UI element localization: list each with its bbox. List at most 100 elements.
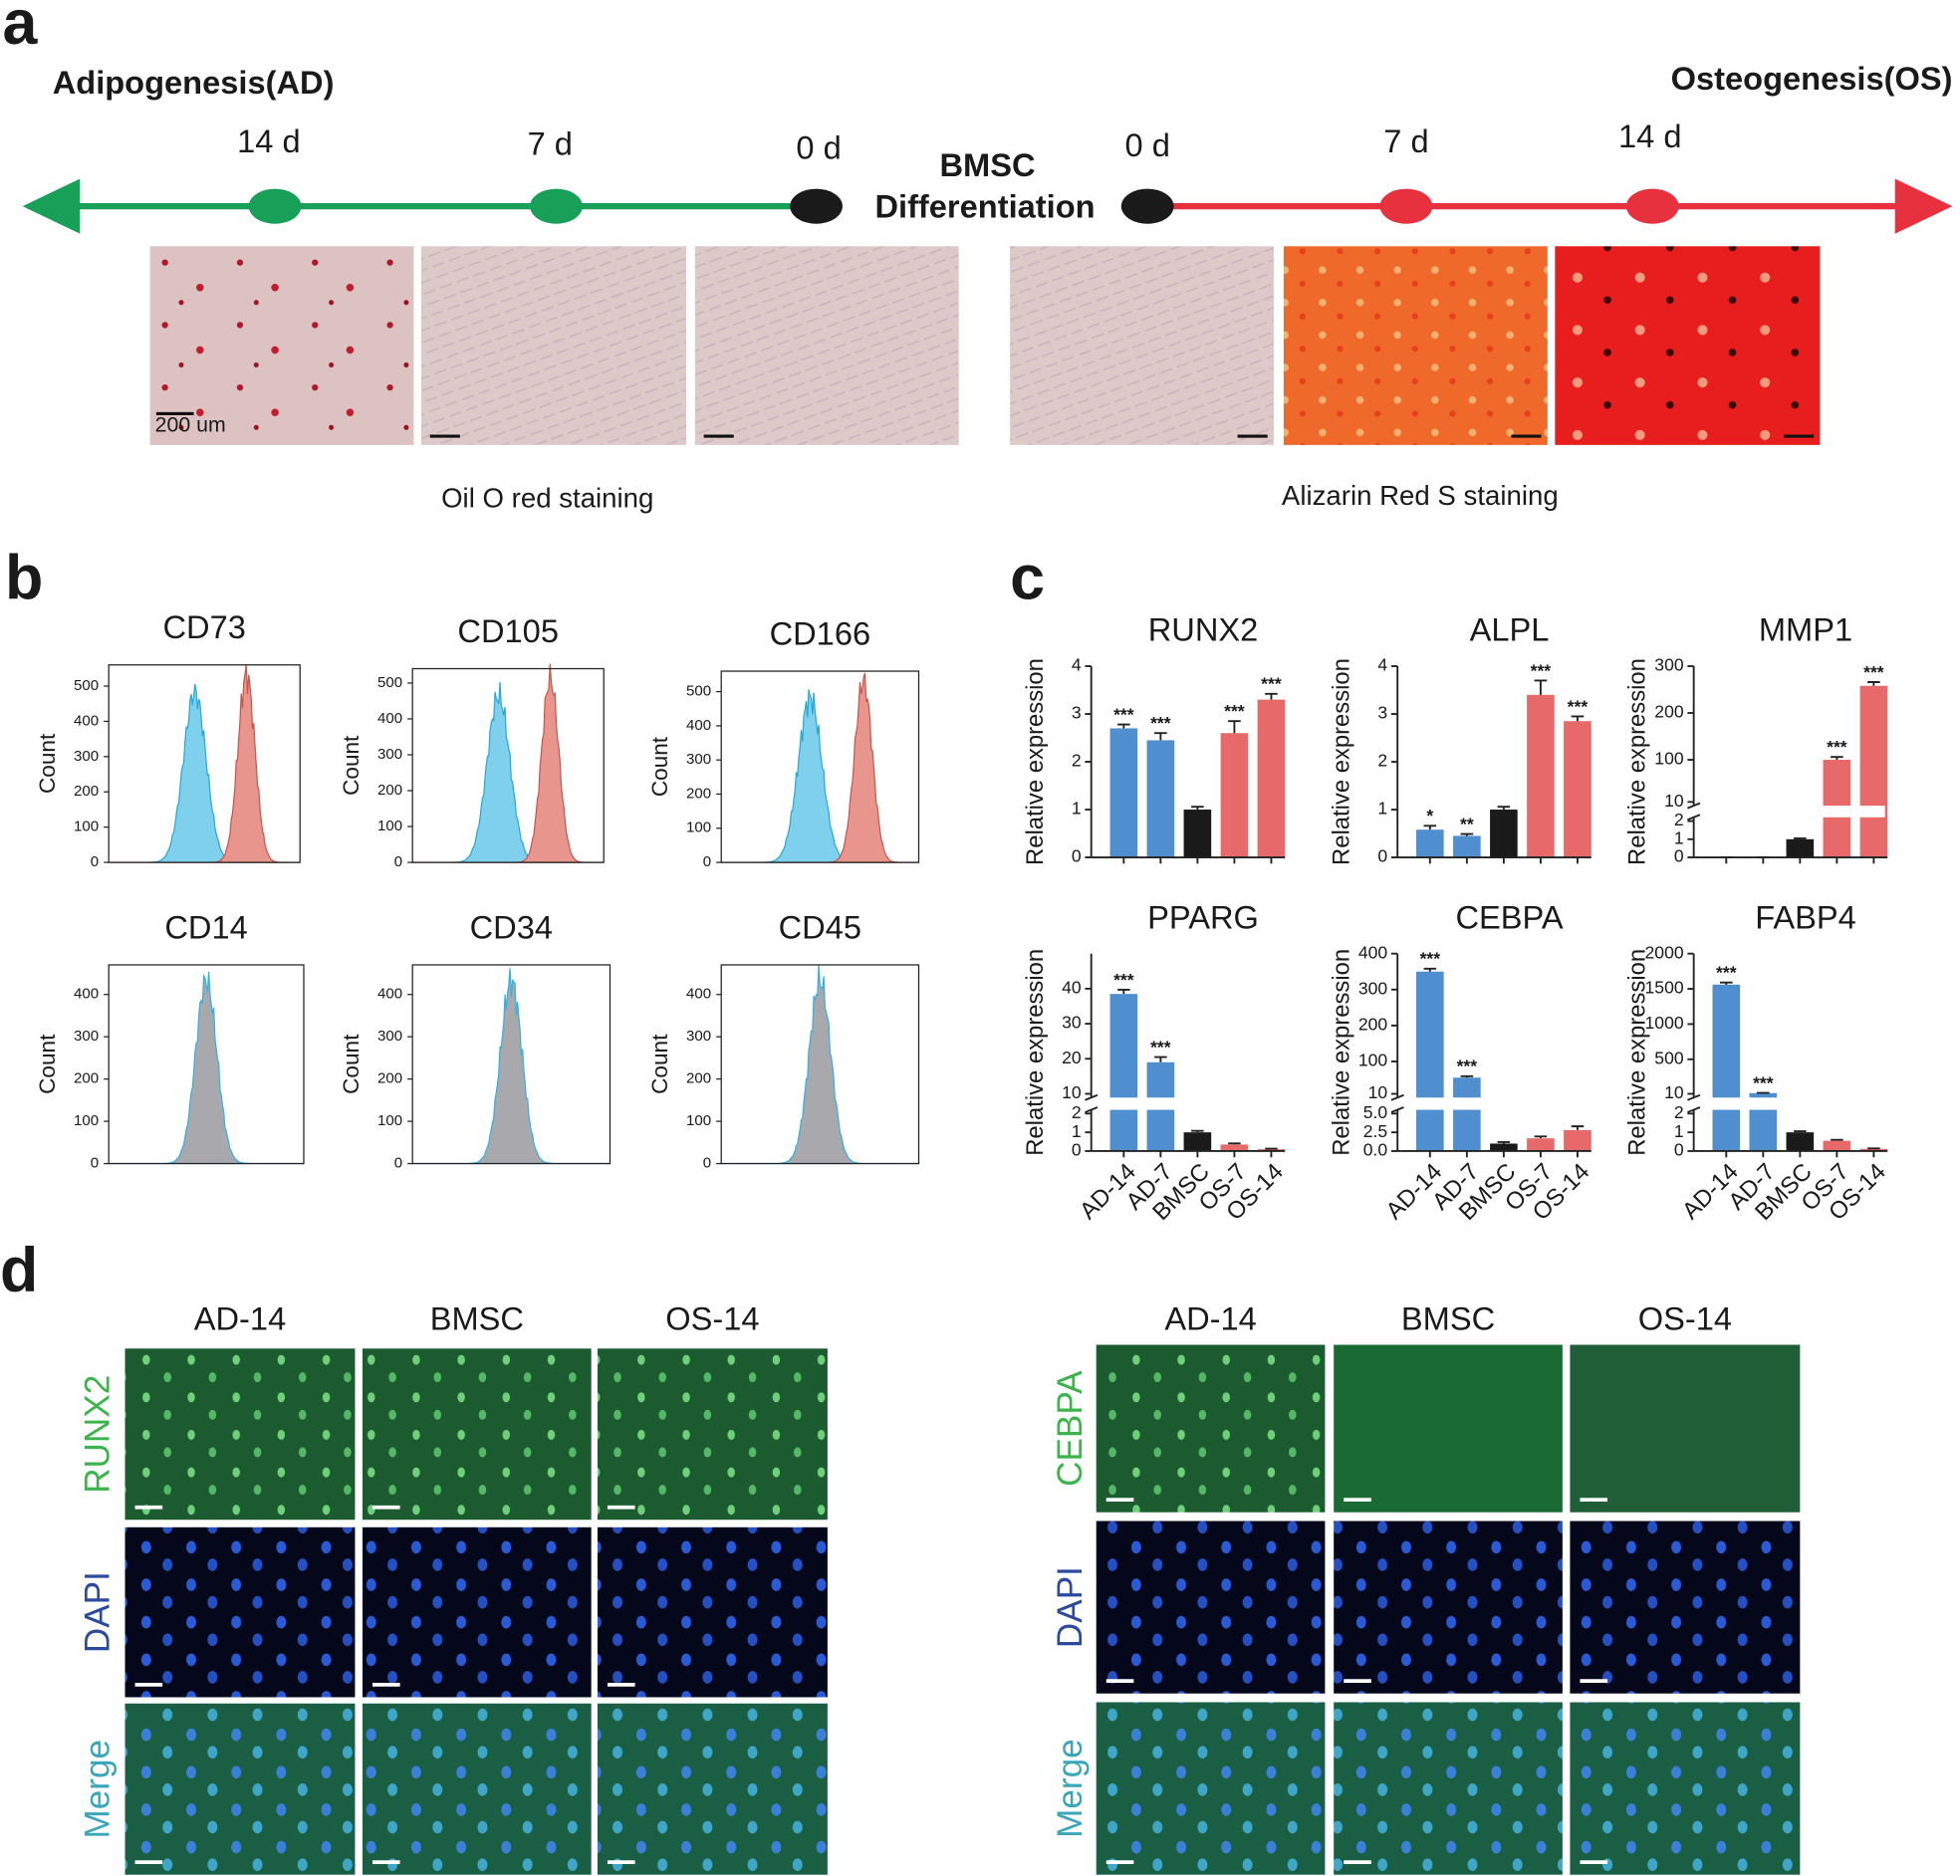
micrograph [1570, 1521, 1801, 1694]
y-tick-label: 1 [1674, 1121, 1684, 1141]
day-label: 14 d [237, 122, 301, 159]
error-bar [1794, 1130, 1807, 1133]
significance: *** [1224, 701, 1245, 721]
y-tick-label: 2.5 [1363, 1121, 1388, 1141]
caption: Oil O red staining [441, 482, 653, 513]
micrograph [1334, 1702, 1563, 1875]
significance: *** [1113, 970, 1134, 990]
y-tick-label: 100 [377, 818, 402, 834]
row-label: Merge [79, 1740, 118, 1839]
plot-title: CD45 [779, 908, 861, 945]
y-tick-label: 200 [686, 1070, 711, 1087]
y-tick-label: 5.0 [1363, 1102, 1388, 1122]
y-tick-label: 1 [1072, 799, 1082, 819]
error-bar [1867, 681, 1880, 686]
micrograph [1096, 1702, 1326, 1875]
plot-frame [720, 670, 920, 863]
y-tick-label: 0 [1072, 1140, 1082, 1160]
y-axis-label: Relative expression [1624, 949, 1651, 1156]
bar [1220, 1144, 1249, 1151]
significance: *** [1150, 1037, 1171, 1056]
significance: *** [1568, 696, 1589, 716]
y-tick-label: 200 [1654, 702, 1684, 722]
day-label: 0 d [1125, 126, 1170, 163]
y-tick-label: 40 [1062, 978, 1082, 998]
y-axis-label: Relative expression [1022, 658, 1049, 865]
y-tick-label: 400 [74, 712, 99, 729]
y-tick-label: 0 [1072, 846, 1082, 866]
bar [1109, 728, 1138, 858]
error-bar [1154, 1055, 1167, 1062]
bar [1527, 694, 1555, 858]
significance: * [1426, 806, 1433, 825]
y-axis-label: Count [647, 736, 672, 797]
y-tick-label: 400 [377, 710, 402, 727]
row-label: DAPI [79, 1571, 118, 1653]
bar [1712, 984, 1741, 1151]
y-tick-label: 100 [686, 1112, 711, 1129]
significance: *** [1827, 737, 1847, 757]
y-tick-label: 200 [686, 785, 711, 802]
micrograph [1570, 1344, 1801, 1513]
y-tick-label: 0 [394, 853, 402, 870]
micrograph [124, 1348, 356, 1521]
break-mark [1687, 802, 1701, 810]
y-tick-label: 100 [377, 1112, 402, 1129]
break-mark [1085, 1106, 1099, 1113]
y-axis-label: Count [35, 1034, 60, 1094]
micrograph [124, 1526, 356, 1698]
y-tick-label: 20 [1062, 1048, 1082, 1067]
y-tick-label: 0 [1674, 846, 1684, 866]
bar [1490, 810, 1518, 858]
y-tick-label: 3 [1072, 703, 1082, 723]
chart-title: MMP1 [1759, 611, 1852, 648]
bar [1109, 994, 1138, 1151]
y-tick-label: 0 [703, 1155, 711, 1172]
day-label: 14 d [1618, 117, 1682, 154]
y-tick-label: 200 [1358, 1015, 1388, 1035]
y-tick-label: 500 [377, 674, 402, 691]
y-tick-label: 2 [1072, 1102, 1082, 1122]
y-tick-label: 400 [377, 986, 402, 1003]
y-tick-label: 300 [74, 1028, 99, 1045]
significance: *** [1716, 963, 1737, 983]
error-bar [1228, 720, 1241, 734]
plot-title: CD14 [164, 908, 247, 945]
significance: *** [1420, 949, 1441, 969]
significance: *** [1531, 660, 1552, 680]
y-tick-label: 0 [703, 853, 711, 870]
bar [1786, 1132, 1815, 1151]
day-label: 7 d [528, 125, 573, 162]
error-bar [1497, 1141, 1511, 1144]
y-tick-label: 1000 [1645, 1013, 1684, 1033]
panel-label: d [0, 1236, 38, 1305]
break-mark [1085, 1093, 1099, 1101]
bar [1564, 1129, 1592, 1151]
y-tick-label: 200 [74, 1070, 99, 1087]
break-mark [1390, 1093, 1404, 1101]
bar [1220, 733, 1249, 858]
micrograph [362, 1703, 592, 1875]
column-header: AD-14 [1164, 1299, 1256, 1336]
micrograph [1334, 1521, 1563, 1694]
bar [1859, 685, 1888, 858]
axis-break [1691, 806, 1885, 818]
row-label: DAPI [1051, 1566, 1090, 1648]
y-tick-label: 300 [74, 748, 99, 765]
chart-title: RUNX2 [1148, 611, 1259, 648]
bar [1564, 721, 1592, 858]
error-bar [1423, 824, 1437, 830]
y-tick-label: 100 [74, 819, 99, 835]
significance: *** [1113, 704, 1134, 724]
micrograph [149, 246, 414, 445]
error-bar [1265, 1147, 1278, 1150]
axis-break [1691, 1097, 1885, 1110]
y-tick-label: 3 [1377, 703, 1387, 723]
timepoint [790, 188, 843, 224]
plot-frame [720, 964, 920, 1165]
y-tick-label: 0 [91, 853, 99, 870]
y-tick-label: 0 [394, 1155, 402, 1172]
micrograph [1096, 1344, 1326, 1513]
bar [1257, 1149, 1286, 1151]
